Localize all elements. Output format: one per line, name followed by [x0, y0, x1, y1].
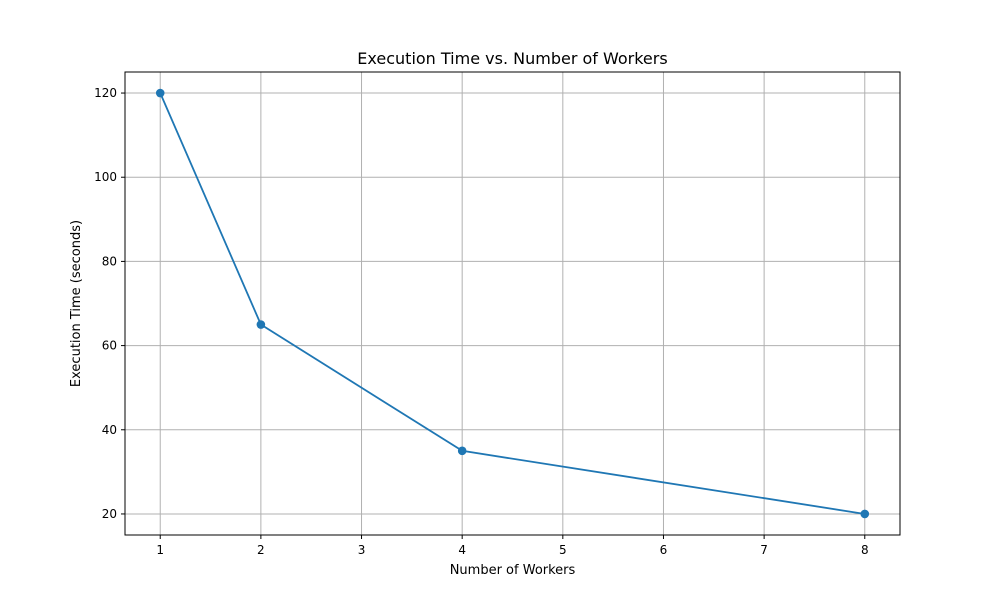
- x-tick-label: 6: [660, 543, 668, 557]
- x-tick-label: 3: [358, 543, 366, 557]
- y-axis-ticks: 20 40 60 80 100 120: [94, 86, 125, 521]
- x-axis-label: Number of Workers: [450, 563, 576, 578]
- x-tick-label: 5: [559, 543, 567, 557]
- y-tick-label: 40: [102, 423, 117, 437]
- y-tick-label: 60: [102, 339, 117, 353]
- data-point: [256, 320, 266, 329]
- x-tick-label: 7: [760, 543, 768, 557]
- y-tick-label: 80: [102, 254, 117, 268]
- series-line: [159, 92, 865, 515]
- x-tick-label: 1: [156, 543, 164, 557]
- x-tick-label: 4: [458, 543, 466, 557]
- y-tick-label: 100: [94, 170, 117, 184]
- data-point: [155, 88, 165, 98]
- x-tick-label: 8: [861, 543, 869, 557]
- x-axis-ticks: 1 2 3 4 5 6 7 8: [156, 535, 869, 557]
- chart-title: Execution Time vs. Number of Workers: [357, 49, 667, 68]
- y-tick-label: 120: [94, 86, 117, 100]
- series-layer: [155, 88, 870, 519]
- plot-area-frame: [124, 71, 901, 536]
- y-axis-label: Execution Time (seconds): [69, 220, 84, 387]
- grid: [125, 72, 900, 535]
- data-point: [860, 509, 870, 519]
- x-tick-label: 2: [257, 543, 265, 557]
- data-point: [457, 446, 467, 456]
- y-tick-label: 20: [102, 507, 117, 521]
